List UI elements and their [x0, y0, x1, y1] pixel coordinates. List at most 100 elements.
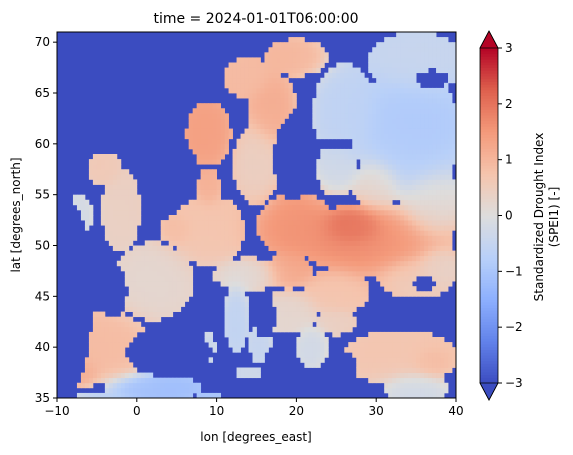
grid-cell [132, 270, 138, 277]
grid-cell [200, 204, 206, 211]
grid-cell [404, 342, 409, 348]
grid-cell [200, 154, 206, 160]
grid-cell [168, 377, 174, 384]
grid-cell [220, 143, 225, 150]
grid-cell [404, 347, 409, 353]
grid-cell [188, 128, 194, 135]
y-tick-label: 40 [35, 340, 50, 354]
grid-cell [340, 169, 345, 175]
grid-cell [172, 250, 178, 257]
grid-cell [432, 347, 437, 353]
grid-cell [224, 270, 229, 277]
grid-cell [328, 265, 333, 272]
grid-cell [380, 98, 385, 104]
grid-cell [348, 87, 353, 94]
grid-cell [440, 184, 445, 190]
grid-cell [184, 209, 190, 216]
grid-cell [348, 82, 353, 89]
grid-cell [328, 270, 333, 277]
grid-cell [372, 199, 377, 206]
grid-cell [176, 291, 182, 297]
grid-cell [248, 260, 253, 267]
grid-cell [172, 225, 178, 231]
grid-cell [376, 148, 381, 155]
grid-cell [332, 159, 337, 165]
grid-cell [444, 164, 449, 170]
colorbar-segment [480, 302, 498, 306]
grid-cell [364, 281, 369, 287]
grid-cell [404, 123, 409, 129]
grid-cell [324, 77, 329, 84]
grid-cell [416, 382, 421, 389]
grid-cell [352, 154, 357, 160]
grid-cell [208, 245, 214, 251]
grid-cell [424, 138, 429, 145]
grid-cell [140, 382, 146, 389]
grid-cell [220, 220, 225, 226]
grid-cell [280, 77, 285, 84]
grid-cell [352, 103, 357, 109]
colorbar-segment [480, 313, 498, 317]
grid-cell [416, 123, 421, 129]
grid-cell [280, 250, 285, 257]
grid-cell [344, 98, 349, 104]
grid-cell [180, 382, 186, 389]
colorbar-segment [480, 262, 498, 267]
grid-cell [332, 133, 337, 140]
grid-cell [312, 311, 317, 318]
colorbar-segment [480, 126, 498, 130]
grid-cell [400, 331, 405, 338]
grid-cell [128, 199, 134, 206]
grid-cell [272, 57, 277, 63]
grid-cell [236, 87, 241, 94]
grid-cell [360, 189, 365, 196]
grid-cell [124, 174, 130, 180]
grid-cell [124, 362, 130, 368]
grid-cell [288, 255, 293, 262]
grid-cell [404, 265, 409, 272]
grid-cell [188, 382, 194, 389]
grid-cell [340, 189, 345, 196]
grid-cell [340, 316, 345, 323]
grid-cell [216, 225, 221, 231]
grid-cell [148, 270, 154, 277]
grid-cell [408, 215, 413, 221]
grid-cell [392, 37, 397, 43]
grid-cell [188, 215, 194, 221]
colorbar-tick-label: 3 [505, 41, 513, 55]
grid-cell [208, 189, 214, 196]
grid-cell [212, 133, 217, 140]
grid-cell [356, 230, 361, 236]
grid-cell [380, 133, 385, 140]
grid-cell [408, 357, 413, 363]
grid-cell [264, 235, 269, 241]
grid-cell [176, 276, 182, 282]
grid-cell [384, 154, 389, 160]
grid-cell [412, 276, 417, 282]
grid-cell [372, 169, 377, 175]
grid-cell [108, 225, 114, 231]
grid-cell [72, 199, 78, 206]
grid-cell [200, 194, 206, 201]
grid-cell [388, 337, 393, 343]
grid-cell [280, 98, 285, 104]
grid-cell [164, 250, 170, 257]
grid-cell [384, 240, 389, 246]
grid-cell [336, 286, 341, 292]
grid-cell [388, 159, 393, 165]
grid-cell [320, 215, 325, 221]
grid-cell [148, 255, 154, 262]
grid-cell [424, 377, 429, 384]
grid-cell [148, 311, 154, 318]
grid-cell [384, 372, 389, 379]
grid-cell [212, 103, 217, 109]
grid-cell [368, 138, 373, 145]
grid-cell [328, 240, 333, 246]
grid-cell [96, 337, 102, 343]
grid-cell [428, 174, 433, 180]
grid-cell [100, 199, 106, 206]
grid-cell [424, 342, 429, 348]
grid-cell [176, 230, 182, 236]
grid-cell [136, 204, 142, 211]
grid-cell [368, 342, 373, 348]
